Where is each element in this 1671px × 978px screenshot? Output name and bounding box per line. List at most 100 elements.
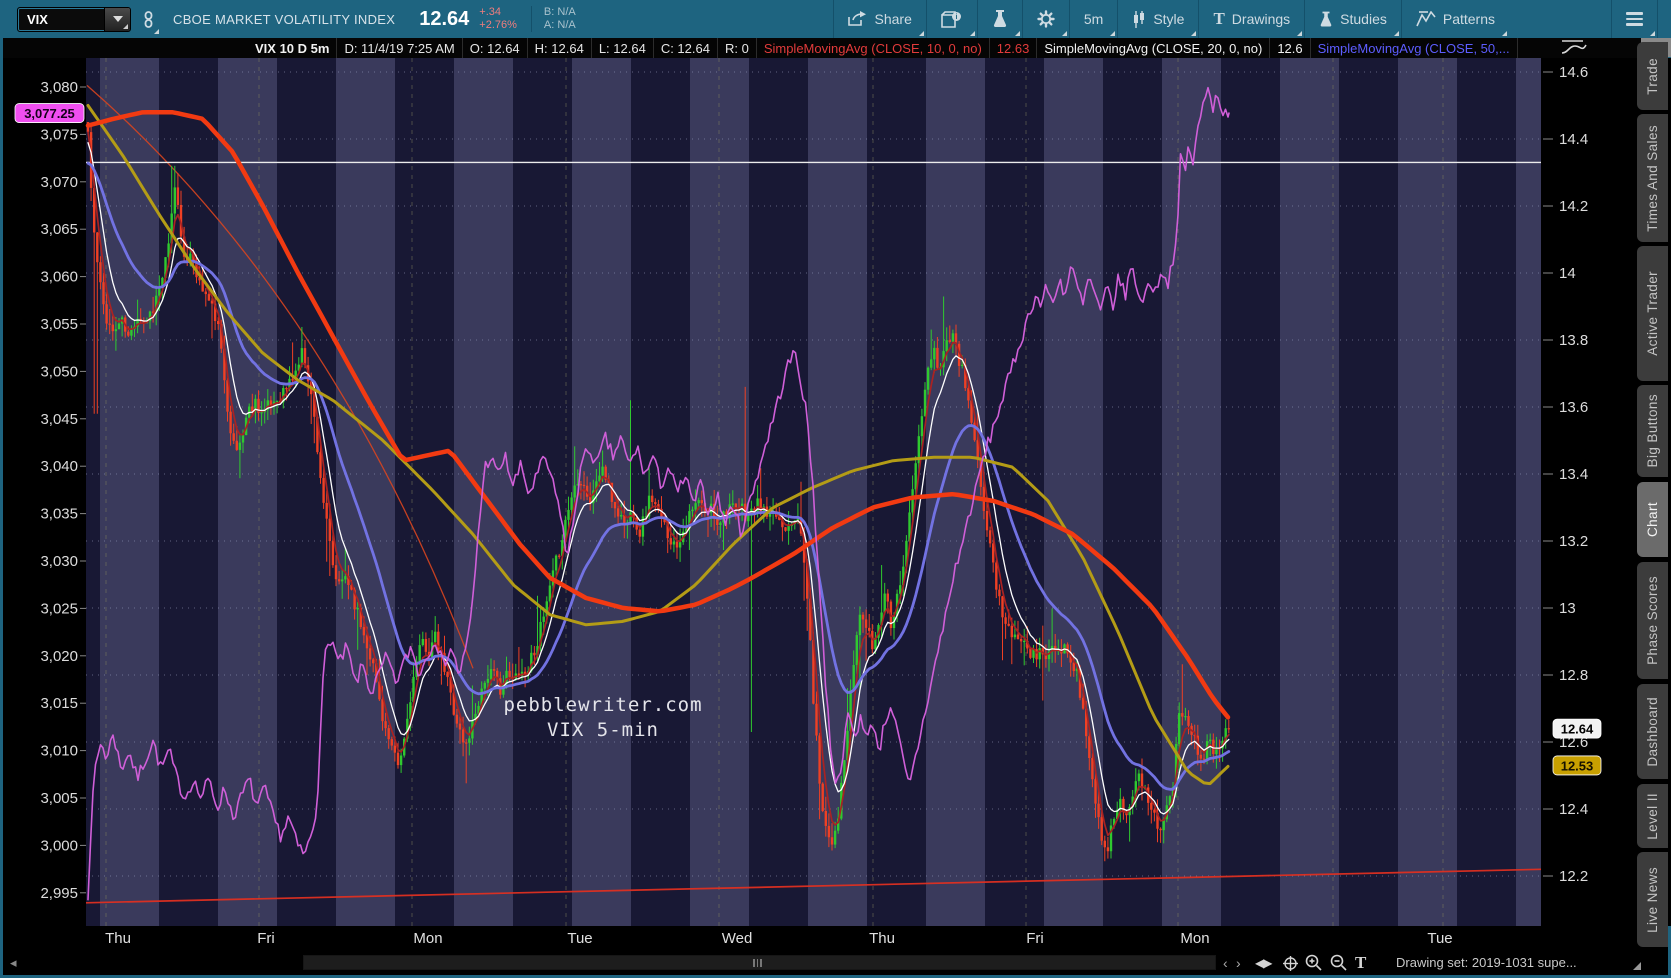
right-axis-label: 13.6 bbox=[1559, 399, 1588, 416]
left-axis-label: 3,080 bbox=[40, 79, 78, 96]
bar-open: O: 12.64 bbox=[463, 38, 528, 58]
right-axis-label: 13.8 bbox=[1559, 332, 1588, 349]
time-axis-label: Tue bbox=[567, 930, 593, 947]
time-axis-label: Fri bbox=[1026, 930, 1044, 947]
right-axis-label: 14.2 bbox=[1559, 198, 1588, 215]
share-button[interactable]: Share bbox=[832, 0, 926, 38]
left-axis-label: 3,045 bbox=[40, 411, 78, 428]
time-axis-label: Wed bbox=[721, 930, 753, 947]
bid-ask: B: N/A A: N/A bbox=[530, 6, 576, 32]
corner-resize-icon bbox=[1393, 31, 1399, 36]
chart-area: 14.6 14.4 14.2 14 13.8 13.6 13.4 13.2 13 12.8 12.6… bbox=[3, 58, 1671, 926]
bottom-toolbar: ◂ ‹ › ◀▶ T Drawing set: 2019-1031 supe..… bbox=[3, 952, 1668, 975]
change-percent: +2.76% bbox=[479, 19, 517, 31]
corner-resize-icon[interactable] bbox=[1633, 962, 1641, 970]
timeframe-button[interactable]: 5m bbox=[1068, 0, 1117, 38]
left-axis-label: 3,040 bbox=[40, 458, 78, 475]
sidebar-tab-level-ii[interactable]: Level II bbox=[1637, 784, 1668, 848]
left-axis-label: 3,000 bbox=[40, 837, 78, 854]
symbol-input[interactable]: VIX bbox=[17, 6, 131, 32]
left-axis-label: 3,070 bbox=[40, 174, 78, 191]
drawings-button[interactable]: T Drawings bbox=[1198, 0, 1304, 38]
pan-icon[interactable] bbox=[1283, 953, 1298, 973]
sidebar-tab-label: Dashboard bbox=[1645, 696, 1660, 767]
bar-range: R: 0 bbox=[718, 38, 757, 58]
chart-style-curve-icon[interactable] bbox=[1559, 39, 1593, 60]
sidebar-tab-label: Active Trader bbox=[1645, 271, 1660, 356]
sidebar-tab-live-news[interactable]: Live News bbox=[1637, 852, 1668, 947]
menu-button[interactable] bbox=[1611, 0, 1658, 38]
right-axis-label: 13.2 bbox=[1559, 533, 1588, 550]
left-axis-label: 3,055 bbox=[40, 316, 78, 333]
sidebar-tab-label: Times And Sales bbox=[1645, 124, 1660, 232]
text-drawing-icon[interactable]: T bbox=[1355, 953, 1367, 972]
corner-resize-icon bbox=[154, 29, 159, 34]
corner-resize-icon bbox=[1110, 31, 1116, 36]
studies-button[interactable]: Studies bbox=[1304, 0, 1401, 38]
bar-low: L: 12.64 bbox=[592, 38, 654, 58]
left-axis-label: 3,065 bbox=[40, 221, 78, 238]
chart-status-header: VIX 10 D 5m D: 11/4/19 7:25 AM O: 12.64 … bbox=[3, 38, 1671, 60]
sidebar-tab-label: Chart bbox=[1645, 501, 1660, 537]
time-axis-label: Tue bbox=[1427, 930, 1453, 947]
corner-resize-icon bbox=[1502, 31, 1507, 36]
time-axis-label: Thu bbox=[105, 930, 131, 947]
corner-resize-icon bbox=[918, 31, 924, 36]
left-axis-label: 3,060 bbox=[40, 269, 78, 286]
corner-resize-icon bbox=[969, 31, 975, 36]
sma50-study-label[interactable]: SimpleMovingAvg (CLOSE, 50,... bbox=[1311, 38, 1518, 58]
sidebar-tab-trade[interactable]: Trade bbox=[1637, 42, 1668, 110]
sidebar-tab-chart[interactable]: Chart bbox=[1637, 482, 1668, 557]
scroll-left-icon[interactable]: ◂ bbox=[10, 955, 17, 970]
right-axis-label: 12.8 bbox=[1559, 667, 1588, 684]
sidebar-tab-active-trader[interactable]: Active Trader bbox=[1637, 246, 1668, 381]
sma-yellow-badge: 12.53 bbox=[1561, 758, 1594, 773]
sidebar-tab-label: Level II bbox=[1645, 792, 1660, 840]
right-axis-label: 13.4 bbox=[1559, 466, 1588, 483]
svg-text:i: i bbox=[955, 14, 957, 21]
sma20-study-label[interactable]: SimpleMovingAvg (CLOSE, 20, 0, no) bbox=[1037, 38, 1271, 58]
chart-scrollbar[interactable] bbox=[303, 955, 1216, 970]
zoom-out-icon[interactable] bbox=[1330, 953, 1348, 973]
time-axis-label: Mon bbox=[1180, 930, 1210, 947]
sidebar-tab-times-and-sales[interactable]: Times And Sales bbox=[1637, 114, 1668, 242]
watermark-line2: VIX 5-min bbox=[547, 719, 659, 741]
sidebar-tab-big-buttons[interactable]: Big Buttons bbox=[1637, 385, 1668, 477]
corner-resize-icon bbox=[1014, 31, 1020, 36]
settings-gear-button[interactable] bbox=[1021, 0, 1069, 38]
news-panel-button[interactable]: i bbox=[925, 0, 977, 38]
right-axis-label: 12.2 bbox=[1559, 868, 1588, 885]
step-back-icon[interactable]: ‹ bbox=[1223, 955, 1228, 971]
right-axis-label: 13 bbox=[1559, 600, 1576, 617]
right-axis-label: 14.6 bbox=[1559, 64, 1588, 81]
chart-symbol-timeframe: VIX 10 D 5m bbox=[3, 38, 338, 58]
left-axis-label: 3,050 bbox=[40, 363, 78, 380]
zoom-in-icon[interactable] bbox=[1305, 953, 1323, 973]
ask-value: A: N/A bbox=[543, 19, 576, 31]
watermark: pebblewriter.com VIX 5-min bbox=[503, 693, 702, 743]
drawing-set-label[interactable]: Drawing set: 2019-1031 supe... bbox=[1396, 955, 1577, 970]
left-axis-label: 3,005 bbox=[40, 790, 78, 807]
corner-resize-icon bbox=[1191, 31, 1197, 36]
link-icon[interactable] bbox=[135, 2, 161, 36]
corner-resize-icon bbox=[1650, 31, 1655, 36]
right-axis-label: 14.4 bbox=[1559, 131, 1588, 148]
hamburger-icon bbox=[1626, 12, 1643, 26]
price-chart[interactable]: 14.6 14.4 14.2 14 13.8 13.6 13.4 13.2 13 12.8 12.6… bbox=[3, 58, 1671, 926]
sma10-study-label[interactable]: SimpleMovingAvg (CLOSE, 10, 0, no) bbox=[757, 38, 990, 58]
scrollbar-grip[interactable] bbox=[753, 959, 762, 967]
es-price-badge: 3,077.25 bbox=[24, 106, 75, 121]
corner-resize-icon bbox=[1297, 31, 1303, 36]
step-forward-icon[interactable]: › bbox=[1236, 955, 1241, 971]
style-button[interactable]: Style bbox=[1117, 0, 1198, 38]
sidebar-tab-dashboard[interactable]: Dashboard bbox=[1637, 684, 1668, 779]
sidebar-tab-label: Big Buttons bbox=[1645, 394, 1660, 468]
price-change: +.34 +2.76% bbox=[479, 6, 517, 32]
patterns-button[interactable]: Patterns bbox=[1400, 0, 1509, 38]
fit-width-icon[interactable]: ◀▶ bbox=[1255, 956, 1272, 970]
right-axis-label: 12.4 bbox=[1559, 801, 1588, 818]
analyze-flask-button[interactable] bbox=[976, 0, 1022, 38]
time-axis-label: Fri bbox=[257, 930, 275, 947]
sidebar-tab-phase-scores[interactable]: Phase Scores bbox=[1637, 562, 1668, 679]
change-value: +.34 bbox=[479, 6, 502, 18]
